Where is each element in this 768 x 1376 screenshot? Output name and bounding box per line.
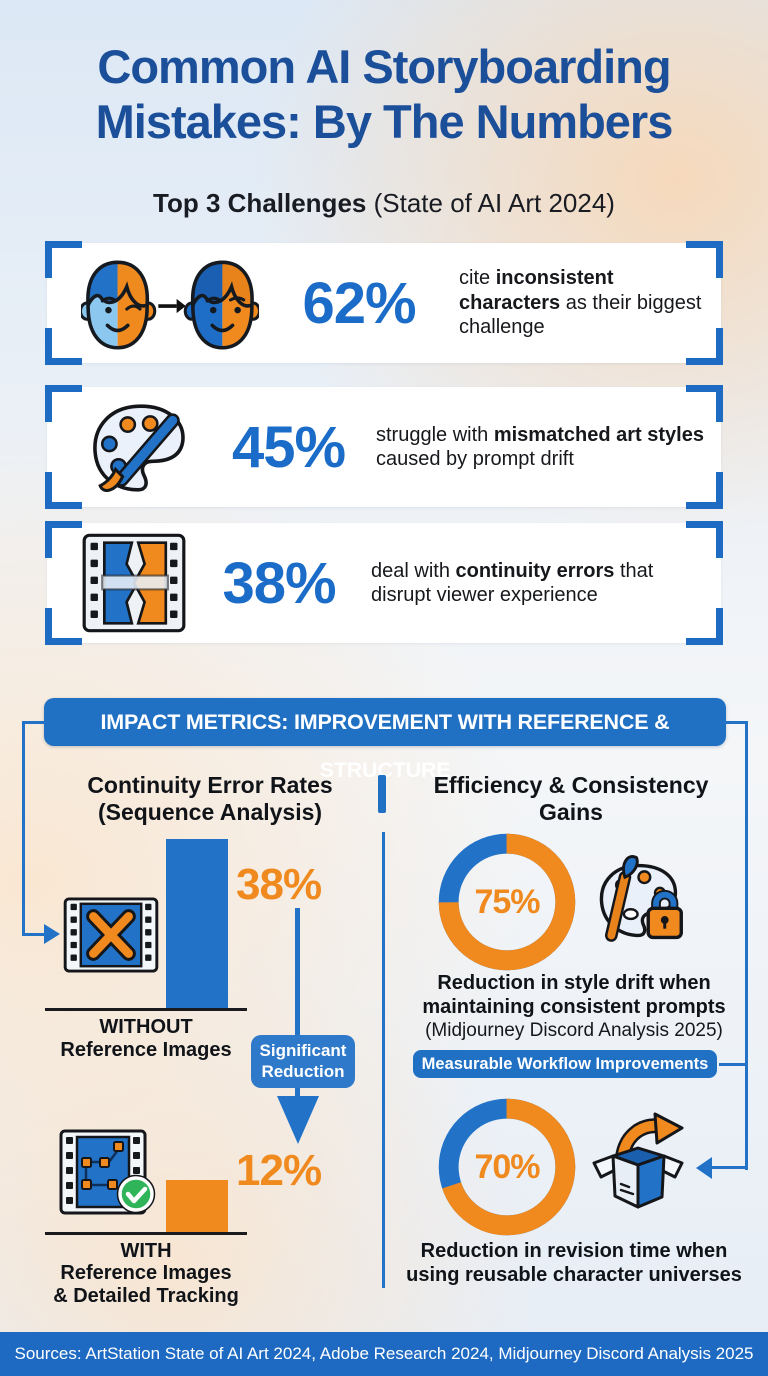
film-tracking-icon (59, 1129, 156, 1215)
bar-without-reference (166, 839, 228, 1010)
sources-footer: Sources: ArtStation State of AI Art 2024… (0, 1332, 768, 1376)
stat-text: struggle with mismatched art styles caus… (376, 423, 704, 470)
bar-category-label: WITH Reference Images & Detailed Trackin… (53, 1240, 239, 1307)
film-error-icon (63, 897, 159, 973)
axis-line (45, 1008, 247, 1011)
left-column-heading: Continuity Error Rates (Sequence Analysi… (87, 772, 333, 826)
split-faces-icon (81, 260, 259, 350)
connector-line (724, 721, 748, 724)
donut-caption: Reduction in style drift when maintainin… (406, 972, 742, 1043)
significant-reduction-badge: Significant Reduction (251, 1035, 355, 1088)
donut-caption-note: (Midjourney Discord Analysis 2025) (425, 1020, 723, 1042)
reduction-arrow-shaft (295, 908, 300, 1098)
donut-caption: Reduction in revision time when using re… (406, 1240, 742, 1286)
style-lock-icon (599, 855, 683, 942)
donut-value-label: 70% (474, 1147, 540, 1186)
style-drift-donut-chart: 75% (437, 832, 577, 972)
stat-text: cite inconsistent characters as their bi… (459, 267, 702, 339)
page-title: Common AI Storyboarding Mistakes: By The… (0, 40, 768, 149)
challenge-card-continuity: 38% deal with continuity errors that dis… (45, 521, 723, 645)
stat-value: 45% (231, 414, 346, 480)
stat-value: 38% (222, 550, 336, 616)
revision-time-donut-chart: 70% (437, 1097, 577, 1237)
donut-value-label: 75% (474, 882, 540, 921)
stat-value: 62% (302, 270, 416, 336)
stat-text: deal with continuity errors that disrupt… (371, 559, 654, 606)
connector-line (712, 1166, 748, 1169)
connector-line (22, 933, 44, 936)
column-divider-line (382, 832, 385, 1288)
connector-line (719, 1063, 748, 1066)
broken-filmstrip-icon (82, 533, 186, 633)
connector-line (22, 721, 25, 936)
connector-arrowhead-icon (696, 1157, 712, 1179)
axis-line (45, 1232, 247, 1235)
connector-line (745, 721, 748, 1170)
down-arrow-icon (277, 1096, 319, 1144)
bar-with-reference (166, 1180, 228, 1234)
corner-bracket-icon (686, 241, 723, 278)
challenge-card-art-styles: 45% struggle with mismatched art styles … (45, 385, 723, 509)
column-divider-accent (378, 775, 386, 813)
corner-bracket-icon (686, 521, 723, 558)
arrow-right-icon (158, 298, 186, 314)
bar-value-label: 12% (236, 1146, 322, 1195)
open-box-icon (592, 1112, 684, 1209)
page-title-line2: Mistakes: By The Numbers (95, 94, 674, 148)
workflow-improvements-banner: Measurable Workflow Improvements (413, 1050, 717, 1078)
subtitle-bold: Top 3 Challenges (153, 188, 367, 218)
connector-line (22, 721, 46, 724)
corner-bracket-icon (686, 385, 723, 422)
corner-bracket-icon (45, 328, 82, 365)
bar-value-label: 38% (236, 860, 322, 909)
corner-bracket-icon (45, 521, 82, 558)
corner-bracket-icon (686, 608, 723, 645)
corner-bracket-icon (45, 385, 82, 422)
right-column-heading: Efficiency & Consistency Gains (433, 772, 709, 826)
corner-bracket-icon (45, 608, 82, 645)
paint-palette-icon (93, 404, 185, 492)
page-title-line1: Common AI Storyboarding (97, 40, 671, 93)
corner-bracket-icon (686, 328, 723, 365)
subtitle-rest: (State of AI Art 2024) (366, 188, 615, 218)
section-subtitle: Top 3 Challenges (State of AI Art 2024) (0, 188, 768, 219)
corner-bracket-icon (45, 472, 82, 509)
impact-metrics-banner: IMPACT METRICS: IMPROVEMENT WITH REFEREN… (44, 698, 726, 782)
connector-arrowhead-icon (44, 924, 60, 944)
corner-bracket-icon (686, 472, 723, 509)
corner-bracket-icon (45, 241, 82, 278)
challenge-card-characters: 62% cite inconsistent characters as thei… (45, 241, 723, 365)
bar-category-label: WITHOUT Reference Images (60, 1016, 232, 1061)
